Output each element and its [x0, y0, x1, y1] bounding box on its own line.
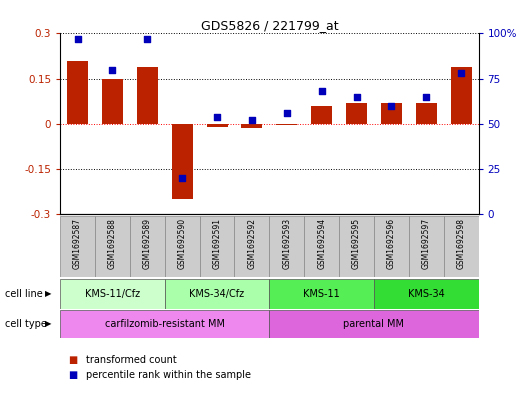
- Point: [73, 36, 82, 42]
- Point: [353, 94, 361, 100]
- Text: GSM1692594: GSM1692594: [317, 218, 326, 269]
- Bar: [67, 61, 88, 124]
- Text: GSM1692587: GSM1692587: [73, 218, 82, 269]
- Text: KMS-34/Cfz: KMS-34/Cfz: [189, 289, 245, 299]
- Text: GSM1692592: GSM1692592: [247, 218, 256, 269]
- Bar: [165, 216, 200, 277]
- Text: ▶: ▶: [46, 289, 52, 298]
- Text: GSM1692591: GSM1692591: [212, 218, 222, 269]
- Point: [422, 94, 430, 100]
- Bar: [242, 124, 263, 128]
- Point: [108, 66, 117, 73]
- Text: GSM1692589: GSM1692589: [143, 218, 152, 269]
- Bar: [311, 106, 332, 124]
- Text: KMS-11/Cfz: KMS-11/Cfz: [85, 289, 140, 299]
- Bar: [346, 103, 367, 124]
- Text: ■: ■: [68, 370, 77, 380]
- Bar: [269, 310, 479, 338]
- Text: KMS-34: KMS-34: [408, 289, 445, 299]
- Text: percentile rank within the sample: percentile rank within the sample: [86, 370, 251, 380]
- Text: cell type: cell type: [5, 319, 47, 329]
- Bar: [234, 216, 269, 277]
- Bar: [339, 216, 374, 277]
- Bar: [137, 66, 158, 124]
- Point: [213, 114, 221, 120]
- Point: [457, 70, 465, 76]
- Point: [282, 110, 291, 116]
- Text: parental MM: parental MM: [344, 319, 404, 329]
- Text: GSM1692593: GSM1692593: [282, 218, 291, 269]
- Bar: [381, 103, 402, 124]
- Bar: [172, 124, 192, 199]
- Text: cell line: cell line: [5, 289, 43, 299]
- Point: [317, 88, 326, 94]
- Text: ■: ■: [68, 354, 77, 365]
- Text: GSM1692598: GSM1692598: [457, 218, 465, 269]
- Bar: [130, 216, 165, 277]
- Bar: [416, 103, 437, 124]
- Text: ▶: ▶: [46, 320, 52, 328]
- Point: [178, 175, 186, 181]
- Bar: [95, 216, 130, 277]
- Bar: [102, 79, 123, 124]
- Bar: [269, 216, 304, 277]
- Text: GSM1692588: GSM1692588: [108, 218, 117, 269]
- Text: KMS-11: KMS-11: [303, 289, 340, 299]
- Point: [248, 117, 256, 123]
- Text: carfilzomib-resistant MM: carfilzomib-resistant MM: [105, 319, 225, 329]
- Bar: [269, 279, 374, 309]
- Bar: [304, 216, 339, 277]
- Bar: [444, 216, 479, 277]
- Text: GSM1692596: GSM1692596: [387, 218, 396, 269]
- Text: GSM1692597: GSM1692597: [422, 218, 431, 269]
- Bar: [200, 216, 234, 277]
- Bar: [165, 279, 269, 309]
- Bar: [60, 216, 95, 277]
- Title: GDS5826 / 221799_at: GDS5826 / 221799_at: [200, 19, 338, 32]
- Point: [143, 36, 152, 42]
- Point: [387, 103, 395, 109]
- Bar: [207, 124, 228, 127]
- Bar: [451, 66, 472, 124]
- Bar: [60, 279, 165, 309]
- Bar: [374, 279, 479, 309]
- Bar: [60, 310, 269, 338]
- Text: transformed count: transformed count: [86, 354, 177, 365]
- Bar: [409, 216, 444, 277]
- Text: GSM1692590: GSM1692590: [178, 218, 187, 269]
- Bar: [276, 124, 297, 125]
- Text: GSM1692595: GSM1692595: [352, 218, 361, 269]
- Bar: [374, 216, 409, 277]
